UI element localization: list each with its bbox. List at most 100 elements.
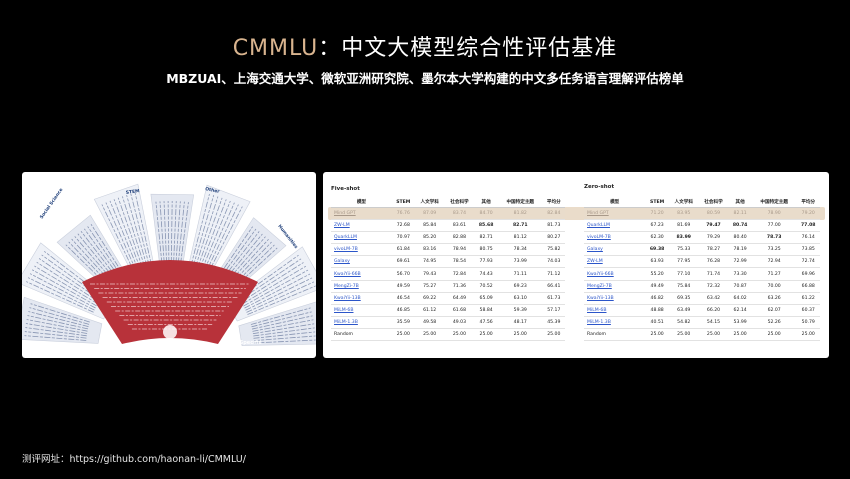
table-row: vivoLM-7B 62.30 83.99 79.29 80.40 78.73 76.14 [584, 231, 820, 245]
table-row: Random 25.00 25.00 25.00 25.00 25.00 25.00 [331, 328, 565, 342]
score-cell: 82.71 [497, 219, 543, 233]
table-row: KwaiYii-66B 55.20 77.10 71.74 73.30 71.27 69.9… [584, 267, 820, 281]
score-cell: 63.49 [668, 304, 699, 317]
score-cell: 61.73 [542, 292, 565, 305]
score-cell: 74.43 [474, 267, 498, 281]
score-cell: 76.28 [698, 255, 729, 269]
score-cell: 64.49 [444, 292, 475, 305]
model-name-link[interactable]: Galaxy [331, 255, 392, 269]
score-cell: 75.82 [542, 243, 565, 257]
score-cell: 72.32 [698, 280, 729, 293]
score-cell: 75.27 [414, 280, 445, 293]
table-row: MengZi-7B 49.59 75.27 71.36 70.52 69.23 66.41 [331, 280, 565, 293]
model-name-link[interactable]: MiLM-6B [584, 304, 646, 317]
score-cell: 64.02 [728, 292, 752, 305]
model-name-link[interactable]: KwaiYii-13B [331, 292, 392, 305]
score-cell: 54.15 [698, 316, 729, 329]
score-cell: 71.20 [645, 207, 669, 221]
score-cell: 25.00 [444, 328, 475, 342]
model-name-link[interactable]: MengZi-7B [331, 280, 392, 293]
model-name-link[interactable]: ZW-LM [584, 255, 646, 269]
score-cell: 79.20 [796, 207, 820, 221]
table-row: KwaiYii-13B 46.82 69.35 63.42 64.02 63.26 61.2… [584, 292, 820, 305]
model-name-link[interactable]: KwaiYii-13B [584, 292, 646, 305]
table-row: Random 25.00 25.00 25.00 25.00 25.00 25.00 [584, 328, 820, 342]
model-name-link[interactable]: QuarkLLM [331, 231, 392, 245]
score-cell: 84.70 [474, 207, 498, 221]
score-cell: 59.39 [497, 304, 543, 317]
score-cell: 72.68 [391, 219, 415, 233]
score-cell: 50.79 [796, 316, 820, 329]
model-name-link[interactable]: KwaiYii-66B [584, 267, 646, 281]
score-cell: 81.73 [542, 219, 565, 233]
score-cell: 77.93 [474, 255, 498, 269]
model-name-link[interactable]: MiLM-6B [331, 304, 392, 317]
model-name-link[interactable]: vivoLM-7B [584, 231, 646, 245]
table-row: MiLM-1.3B 35.59 49.58 49.03 47.56 48.17 45.39 [331, 316, 565, 329]
model-name-link[interactable]: MiLM-1.3B [331, 316, 392, 329]
model-name-link[interactable]: ZW-LM [331, 219, 392, 233]
score-cell: 35.59 [391, 316, 415, 329]
score-cell: 77.10 [668, 267, 699, 281]
column-header: 人文学科 [668, 197, 699, 208]
score-cell: 25.00 [668, 328, 699, 342]
score-cell: 73.99 [497, 255, 543, 269]
score-cell: 70.00 [751, 280, 797, 293]
model-name-link[interactable]: Mind GPT [584, 207, 646, 221]
column-header: 中国特定主题 [751, 197, 797, 208]
score-cell: 48.17 [497, 316, 543, 329]
score-cell: 58.84 [474, 304, 498, 317]
score-cell: 71.36 [444, 280, 475, 293]
score-cell: 56.70 [391, 267, 415, 281]
model-name-link[interactable]: QuarkLLM [584, 219, 646, 233]
score-cell: 85.20 [414, 231, 445, 245]
score-cell: 85.84 [414, 219, 445, 233]
score-cell: 83.74 [444, 207, 475, 221]
model-name-link[interactable]: KwaiYii-66B [331, 267, 392, 281]
score-cell: 81.12 [497, 231, 543, 245]
score-cell: 78.34 [497, 243, 543, 257]
score-cell: 85.68 [474, 219, 498, 233]
model-name-link[interactable]: vivoLM-7B [331, 243, 392, 257]
score-cell: 47.56 [474, 316, 498, 329]
fan-label-other: Other [205, 186, 221, 195]
score-cell: 52.26 [751, 316, 797, 329]
table-row: KwaiYii-66B 56.70 79.43 72.84 74.43 71.11 71.1… [331, 267, 565, 281]
model-name-link[interactable]: Mind GPT [331, 207, 392, 221]
score-cell: 63.10 [497, 292, 543, 305]
score-cell: 78.94 [444, 243, 475, 257]
slide-title-highlight: CMMLU [232, 36, 319, 61]
column-header: 其他 [474, 197, 498, 208]
score-cell: 78.73 [751, 231, 797, 245]
score-cell: 69.38 [645, 243, 669, 257]
five-shot-label: Five-shot [331, 186, 360, 192]
score-cell: 82.88 [444, 231, 475, 245]
score-cell: 67.23 [645, 219, 669, 233]
score-cell: 80.40 [728, 231, 752, 245]
score-cell: 57.17 [542, 304, 565, 317]
model-name-link[interactable]: MiLM-1.3B [584, 316, 646, 329]
table-row: KwaiYii-13B 46.54 69.22 64.49 65.09 63.10 61.7… [331, 292, 565, 305]
score-cell: 65.09 [474, 292, 498, 305]
score-cell: 70.87 [728, 280, 752, 293]
score-cell: 71.27 [751, 267, 797, 281]
footer-url: 测评网址：https://github.com/haonan-li/CMMLU/ [22, 454, 246, 465]
fan-hub-icon [163, 325, 177, 339]
score-cell: 46.85 [391, 304, 415, 317]
table-row: ZW-LM 63.93 77.95 76.28 72.99 72.94 72.74 [584, 255, 820, 269]
score-cell: 25.00 [796, 328, 820, 342]
zero-shot-label: Zero-shot [584, 184, 615, 190]
score-cell: 49.03 [444, 316, 475, 329]
score-cell: 72.84 [444, 267, 475, 281]
model-name-link[interactable]: Galaxy [584, 243, 646, 257]
model-name-link[interactable]: MengZi-7B [584, 280, 646, 293]
score-cell: 69.61 [391, 255, 415, 269]
score-cell: 79.47 [698, 219, 729, 233]
zero-shot-table: 模型 STEM 人文学科 社会科学 其他 中国特定主题 平均分 Mind GPT 71.20 8… [584, 197, 820, 342]
score-cell: 48.88 [645, 304, 669, 317]
score-cell: 66.88 [796, 280, 820, 293]
table-row: vivoLM-7B 61.84 83.16 78.94 80.75 78.34 75.82 [331, 243, 565, 257]
score-cell: 78.54 [444, 255, 475, 269]
score-cell: 72.94 [751, 255, 797, 269]
score-cell: 83.99 [668, 231, 699, 245]
